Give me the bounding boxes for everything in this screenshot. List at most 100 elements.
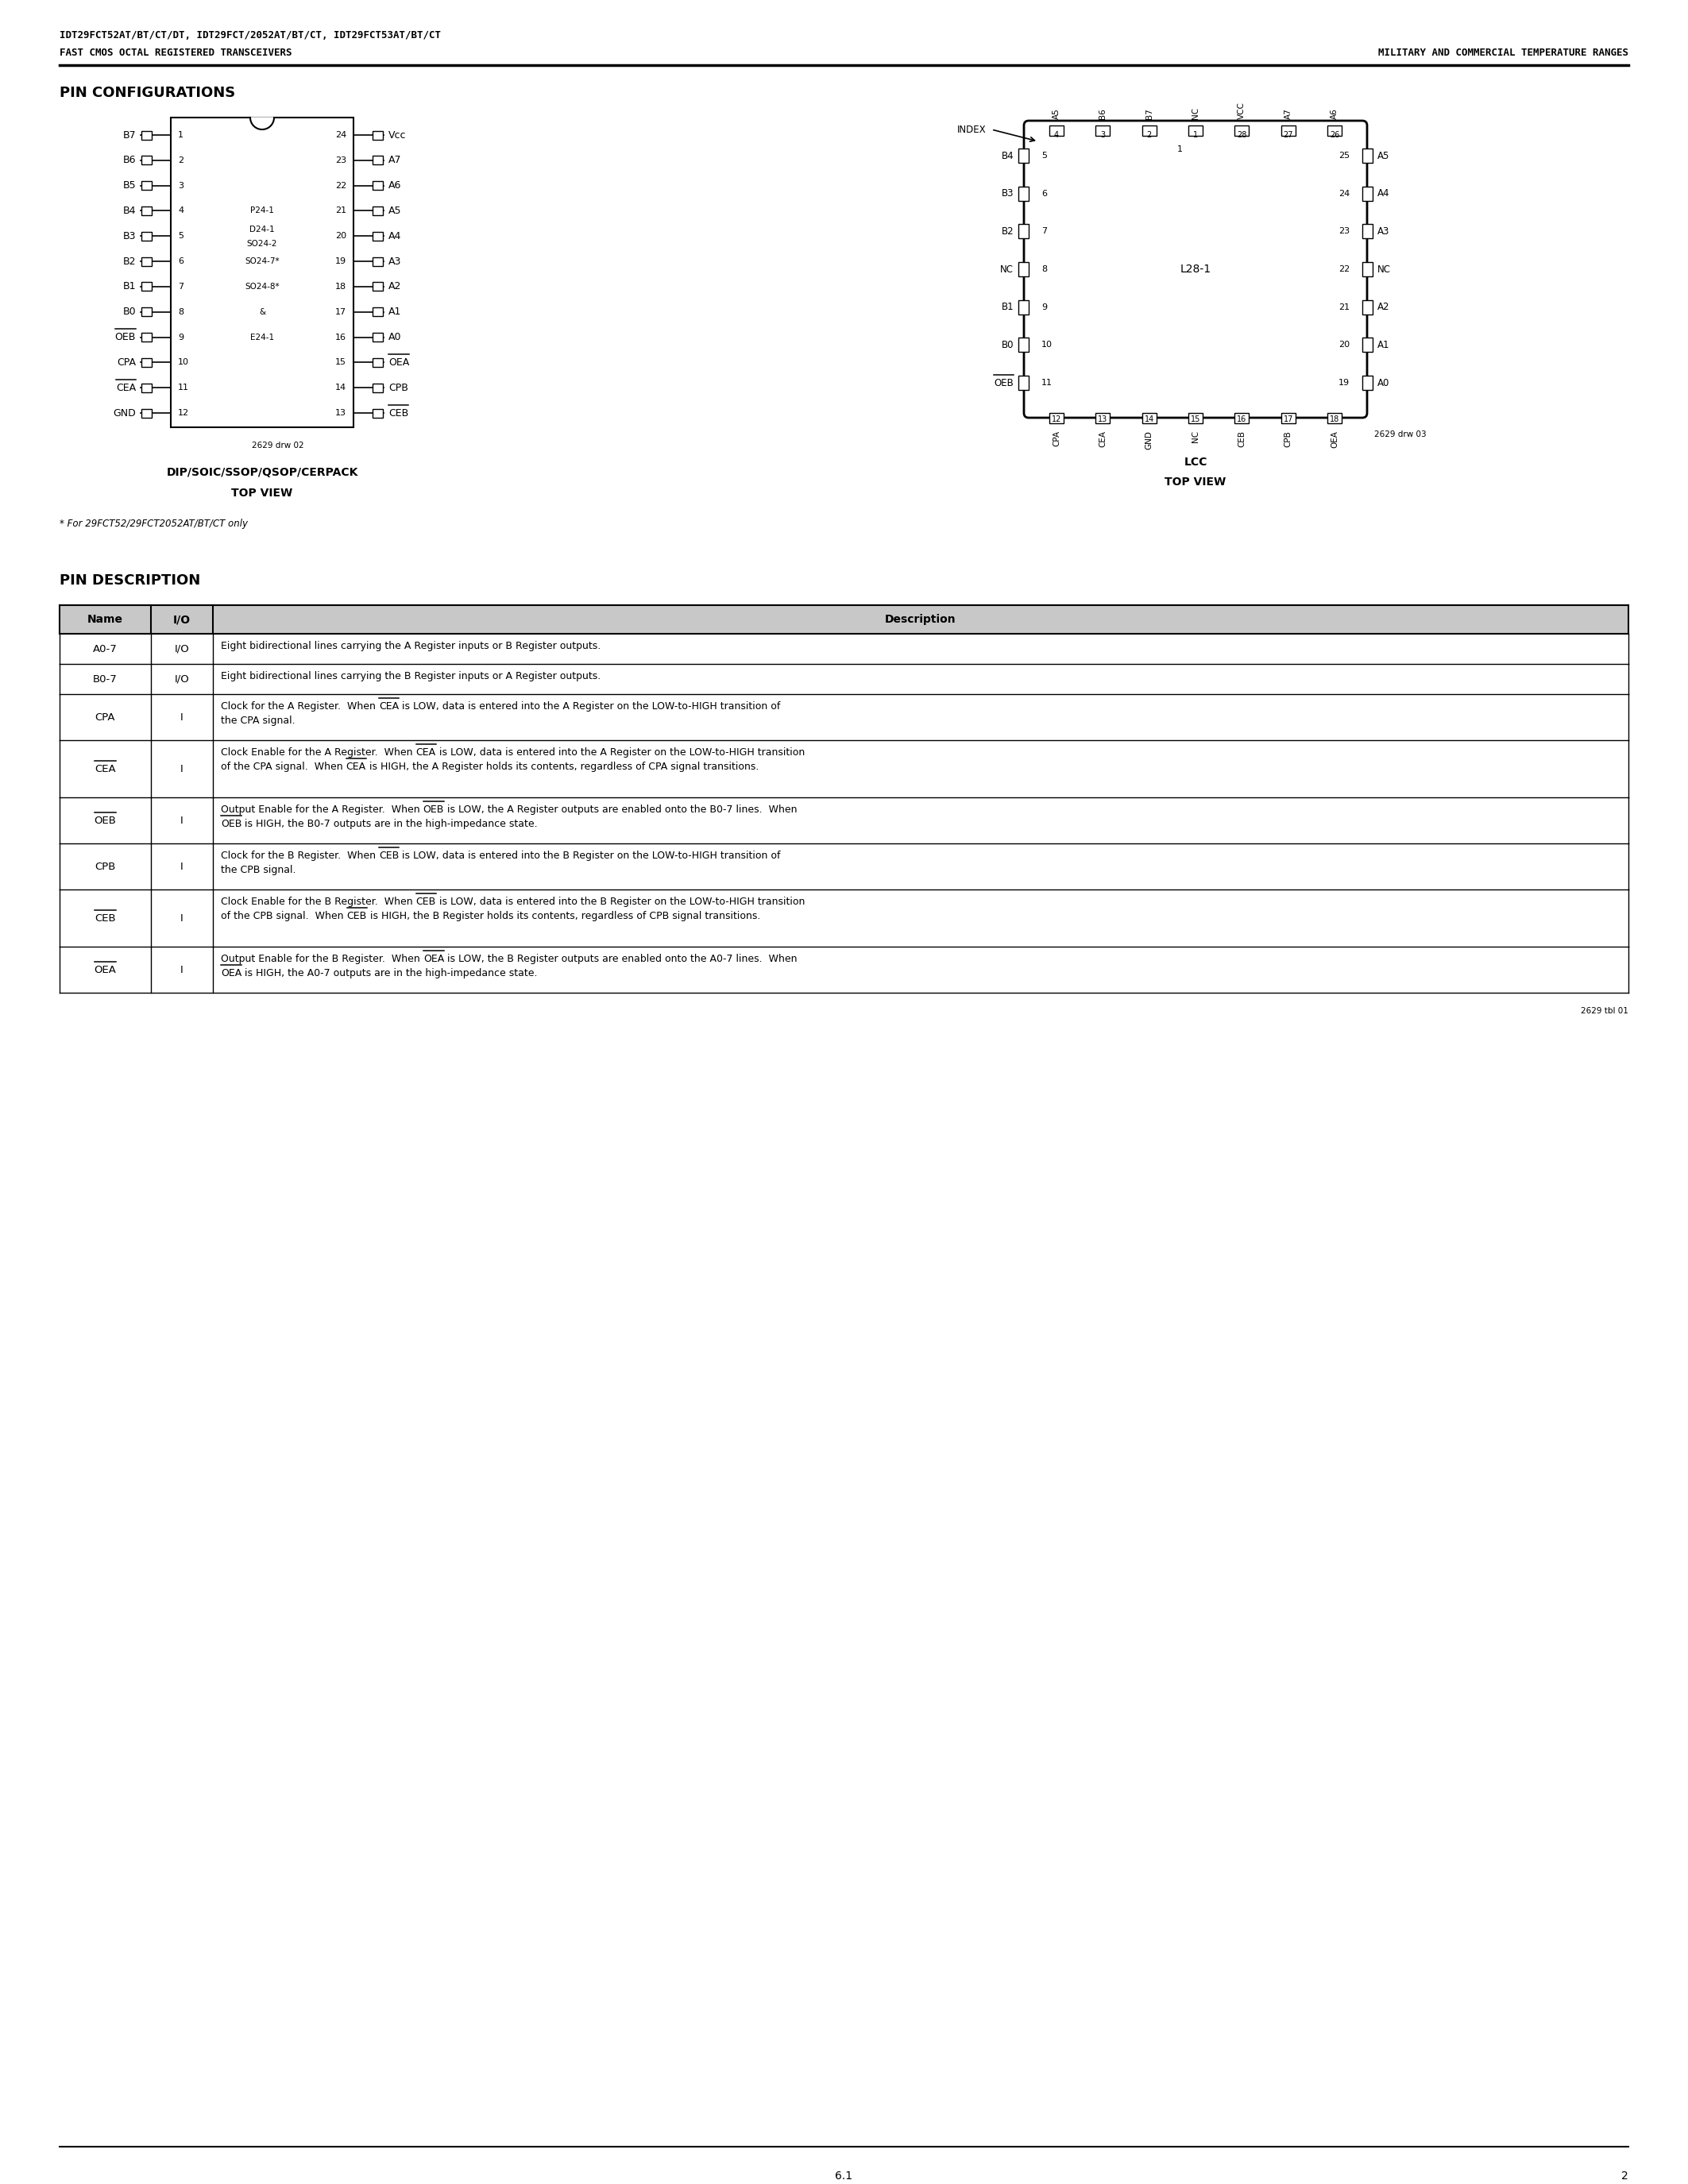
Bar <box>142 358 152 367</box>
Bar <box>142 207 152 216</box>
Text: 4: 4 <box>177 207 184 214</box>
Text: B1: B1 <box>1001 301 1013 312</box>
Text: SO24-8*: SO24-8* <box>245 282 280 290</box>
Text: 25: 25 <box>1339 151 1350 159</box>
Text: 20: 20 <box>1339 341 1350 349</box>
Text: 2629 drw 02: 2629 drw 02 <box>252 441 304 450</box>
Text: &: & <box>258 308 265 317</box>
Text: A1: A1 <box>388 306 402 317</box>
Text: B0-7: B0-7 <box>93 675 118 684</box>
Text: is LOW, data is entered into the A Register on the LOW-to-HIGH transition: is LOW, data is entered into the A Regis… <box>436 747 805 758</box>
Text: CEB: CEB <box>1237 430 1246 448</box>
Text: TOP VIEW: TOP VIEW <box>231 487 292 498</box>
Bar <box>373 131 383 140</box>
Text: I: I <box>181 913 184 924</box>
Text: DIP/SOIC/SSOP/QSOP/CERPACK: DIP/SOIC/SSOP/QSOP/CERPACK <box>165 467 358 478</box>
Bar <box>1362 149 1372 164</box>
Text: PIN DESCRIPTION: PIN DESCRIPTION <box>59 574 201 587</box>
Text: I/O: I/O <box>174 675 189 684</box>
Text: 11: 11 <box>1041 378 1053 387</box>
Text: 2: 2 <box>177 157 184 164</box>
Bar <box>170 118 353 428</box>
Text: I: I <box>181 965 184 974</box>
Text: 1: 1 <box>1177 146 1182 153</box>
Bar <box>373 408 383 417</box>
Text: A5: A5 <box>1377 151 1389 162</box>
Text: CPA: CPA <box>116 358 135 367</box>
Text: B2: B2 <box>1001 227 1013 236</box>
Text: NC: NC <box>1377 264 1391 275</box>
Text: 12: 12 <box>177 408 189 417</box>
Text: 5: 5 <box>1041 151 1047 159</box>
Text: is LOW, the B Register outputs are enabled onto the A0-7 lines.  When: is LOW, the B Register outputs are enabl… <box>444 954 797 963</box>
Bar <box>1018 299 1028 314</box>
Text: CEA: CEA <box>346 762 366 771</box>
Text: 17: 17 <box>336 308 346 317</box>
Text: is HIGH, the A0-7 outputs are in the high-impedance state.: is HIGH, the A0-7 outputs are in the hig… <box>241 968 537 978</box>
Bar <box>373 181 383 190</box>
Text: NC: NC <box>1192 107 1200 120</box>
Bar <box>373 155 383 164</box>
Text: 17: 17 <box>1283 415 1293 424</box>
Text: OEA: OEA <box>388 358 408 367</box>
Text: OEA: OEA <box>424 954 444 963</box>
Text: Clock for the B Register.  When: Clock for the B Register. When <box>221 850 378 860</box>
Text: CEA: CEA <box>1099 430 1107 448</box>
Text: is LOW, the A Register outputs are enabled onto the B0-7 lines.  When: is LOW, the A Register outputs are enabl… <box>444 804 797 815</box>
Text: B5: B5 <box>123 181 135 190</box>
Text: CPA: CPA <box>1053 430 1060 446</box>
Text: TOP VIEW: TOP VIEW <box>1165 476 1225 487</box>
Text: A6: A6 <box>1330 109 1339 120</box>
Text: 19: 19 <box>1339 378 1350 387</box>
Text: I/O: I/O <box>174 614 191 625</box>
Bar <box>373 384 383 393</box>
Text: Vcc: Vcc <box>388 129 407 140</box>
Text: OEA: OEA <box>95 965 116 974</box>
Text: 23: 23 <box>336 157 346 164</box>
Text: 10: 10 <box>1041 341 1053 349</box>
Bar <box>373 258 383 266</box>
Text: P24-1: P24-1 <box>250 207 273 214</box>
Text: 1: 1 <box>177 131 184 140</box>
Text: OEB: OEB <box>221 819 241 828</box>
Text: A7: A7 <box>388 155 402 166</box>
Text: 14: 14 <box>336 384 346 391</box>
Bar <box>1362 186 1372 201</box>
Text: A6: A6 <box>388 181 402 190</box>
Bar <box>1018 186 1028 201</box>
Text: D24-1: D24-1 <box>250 225 275 234</box>
Text: is HIGH, the B0-7 outputs are in the high-impedance state.: is HIGH, the B0-7 outputs are in the hig… <box>241 819 538 828</box>
Text: I: I <box>181 712 184 723</box>
Text: 8: 8 <box>1041 264 1047 273</box>
Bar <box>1234 413 1249 424</box>
Text: B0: B0 <box>1001 341 1013 349</box>
Text: 6.1: 6.1 <box>836 2171 852 2182</box>
Text: is HIGH, the A Register holds its contents, regardless of CPA signal transitions: is HIGH, the A Register holds its conten… <box>366 762 758 771</box>
Text: OEB: OEB <box>115 332 135 343</box>
Bar <box>373 358 383 367</box>
Text: 6: 6 <box>177 258 184 264</box>
Bar <box>1362 225 1372 238</box>
Bar <box>1050 413 1063 424</box>
Text: 20: 20 <box>336 232 346 240</box>
Text: A7: A7 <box>1285 109 1291 120</box>
Text: A5: A5 <box>388 205 402 216</box>
Text: 28: 28 <box>1237 131 1247 140</box>
Text: GND: GND <box>113 408 135 417</box>
Bar <box>1018 262 1028 277</box>
Text: A4: A4 <box>388 232 402 240</box>
Text: B4: B4 <box>1001 151 1013 162</box>
Text: B3: B3 <box>1001 188 1013 199</box>
Text: Output Enable for the B Register.  When: Output Enable for the B Register. When <box>221 954 424 963</box>
Bar <box>142 282 152 290</box>
Bar <box>373 232 383 240</box>
Text: 2629 drw 03: 2629 drw 03 <box>1374 430 1426 439</box>
Bar <box>1018 149 1028 164</box>
Text: OEA: OEA <box>221 968 241 978</box>
Text: B6: B6 <box>123 155 135 166</box>
Text: NC: NC <box>999 264 1013 275</box>
Text: CPB: CPB <box>388 382 408 393</box>
Text: 3: 3 <box>1101 131 1106 140</box>
Text: CEB: CEB <box>415 898 436 906</box>
Text: LCC: LCC <box>1183 456 1207 467</box>
